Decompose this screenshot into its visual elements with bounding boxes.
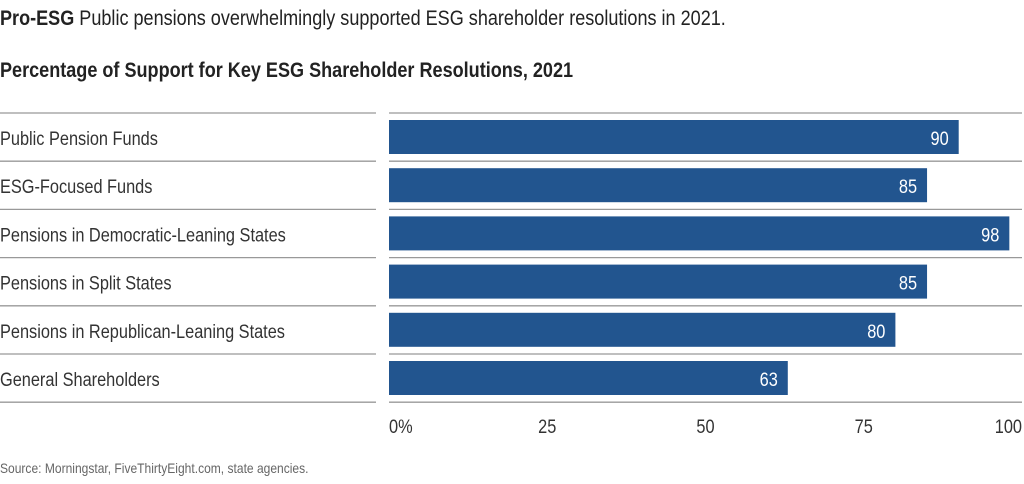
x-tick-label: 25 [538,416,556,437]
bar [389,216,1010,251]
bar [389,264,928,299]
bar [389,312,896,347]
category-label: Pensions in Democratic-Leaning States [0,224,286,245]
category-label: Pensions in Split States [0,272,172,293]
x-tick-label: 50 [696,416,714,437]
x-tick-label: 0% [389,416,413,437]
bar [389,120,959,154]
x-tick-label: 75 [855,416,873,437]
category-label: Public Pension Funds [0,128,158,149]
bar-value-label: 80 [867,321,885,342]
category-label: ESG-Focused Funds [0,176,153,197]
x-tick-label: 100 [995,416,1022,437]
headline-text: Public pensions overwhelmingly supported… [79,7,726,30]
headline: Pro-ESG Public pensions overwhelmingly s… [0,7,726,31]
bar-value-label: 90 [931,128,949,149]
bar [389,168,928,203]
source-note: Source: Morningstar, FiveThirtyEight.com… [0,460,309,476]
category-label: General Shareholders [0,369,160,390]
chart-title: Percentage of Support for Key ESG Shareh… [0,59,574,82]
bar-value-label: 98 [981,224,999,245]
bar-value-label: 85 [899,176,917,197]
category-label: Pensions in Republican-Leaning States [0,321,285,342]
headline-lead: Pro-ESG [0,7,75,30]
bar [389,361,788,395]
bar-value-label: 85 [899,272,917,293]
bar-value-label: 63 [760,369,778,390]
